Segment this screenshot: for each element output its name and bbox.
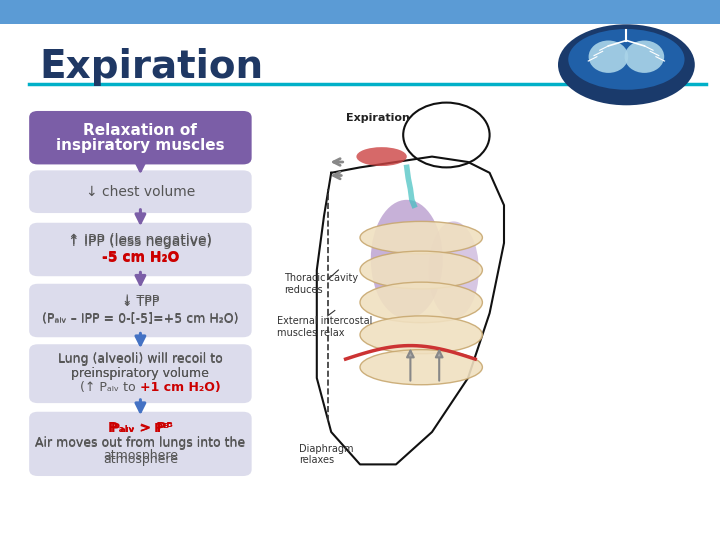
Text: inspiratory muscles: inspiratory muscles <box>56 138 225 153</box>
Bar <box>0 0 720 24</box>
Text: atmosphere: atmosphere <box>103 453 178 465</box>
Text: Relaxation of: Relaxation of <box>84 123 197 138</box>
Text: Diaphragm: Diaphragm <box>299 444 354 454</box>
Text: +1 cm H₂O): +1 cm H₂O) <box>140 381 220 394</box>
Text: -5 cm H₂O: -5 cm H₂O <box>102 250 179 264</box>
Ellipse shape <box>356 147 407 166</box>
Text: -5 cm H₂O: -5 cm H₂O <box>102 251 179 265</box>
Text: Pₐₗᵥ > Pᴮ: Pₐₗᵥ > Pᴮ <box>108 421 173 435</box>
FancyBboxPatch shape <box>30 411 252 476</box>
Ellipse shape <box>360 221 482 254</box>
Text: Expiration: Expiration <box>40 48 264 85</box>
Text: reduces: reduces <box>284 285 323 295</box>
Text: atmosphere: atmosphere <box>103 449 178 462</box>
FancyBboxPatch shape <box>30 284 252 337</box>
Text: preinspiratory volume: preinspiratory volume <box>71 367 210 380</box>
Text: ↑ IPP (less negative): ↑ IPP (less negative) <box>68 235 212 249</box>
FancyBboxPatch shape <box>30 222 252 276</box>
Text: ↓ chest volume: ↓ chest volume <box>86 185 195 199</box>
Ellipse shape <box>558 24 695 105</box>
Ellipse shape <box>625 40 664 73</box>
FancyBboxPatch shape <box>30 171 252 213</box>
FancyBboxPatch shape <box>30 345 252 403</box>
Ellipse shape <box>360 251 482 289</box>
Text: preinspiratory volume: preinspiratory volume <box>71 367 210 380</box>
Text: Lung (alveoli) will recoil to: Lung (alveoli) will recoil to <box>58 352 222 365</box>
Text: Air moves out from lungs into the: Air moves out from lungs into the <box>35 436 246 449</box>
Text: muscles relax: muscles relax <box>277 328 345 338</box>
Ellipse shape <box>371 200 443 319</box>
Text: Air moves out from lungs into the: Air moves out from lungs into the <box>35 437 246 450</box>
Text: ↓ TPP: ↓ TPP <box>122 296 159 309</box>
Ellipse shape <box>589 40 628 73</box>
Text: Lung (alveoli) will recoil to: Lung (alveoli) will recoil to <box>58 353 222 366</box>
Text: Expiration: Expiration <box>346 113 410 124</box>
Text: (Pₐₗᵥ – IPP = 0-[-5]=+5 cm H₂O): (Pₐₗᵥ – IPP = 0-[-5]=+5 cm H₂O) <box>42 312 238 325</box>
Text: Pₐₗᵥ > Pᴮ: Pₐₗᵥ > Pᴮ <box>112 422 169 435</box>
Ellipse shape <box>428 221 479 319</box>
Text: External intercostal: External intercostal <box>277 316 372 326</box>
Text: relaxes: relaxes <box>299 455 334 465</box>
Text: ↑ IPP (less negative): ↑ IPP (less negative) <box>68 233 212 247</box>
Ellipse shape <box>360 350 482 384</box>
Text: ↓ TPP: ↓ TPP <box>122 294 159 307</box>
Text: Thoracic cavity: Thoracic cavity <box>284 273 359 283</box>
Text: (↑ Pₐₗᵥ to: (↑ Pₐₗᵥ to <box>80 381 140 394</box>
Text: (Pₐₗᵥ – IPP = 0-[-5]=+5 cm H₂O): (Pₐₗᵥ – IPP = 0-[-5]=+5 cm H₂O) <box>42 313 238 326</box>
Ellipse shape <box>568 29 685 90</box>
FancyBboxPatch shape <box>30 111 252 164</box>
Ellipse shape <box>360 316 482 354</box>
Ellipse shape <box>360 282 482 322</box>
